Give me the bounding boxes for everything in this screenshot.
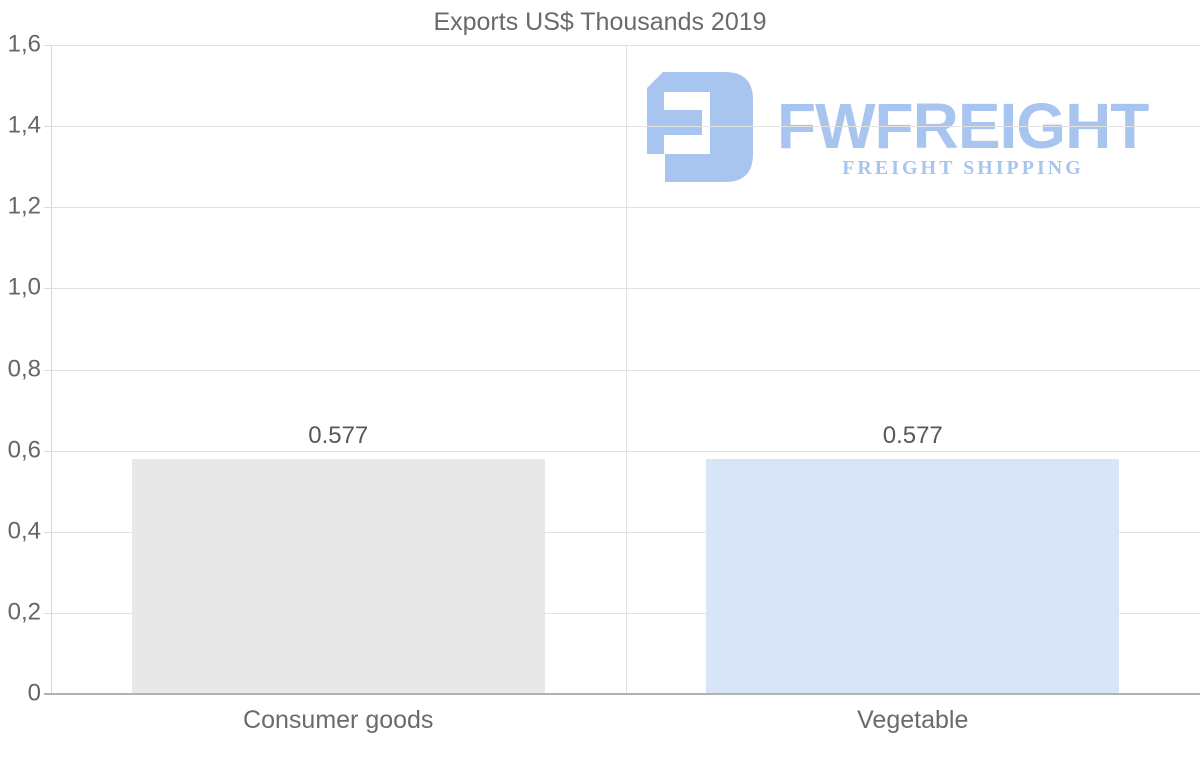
chart-title: Exports US$ Thousands 2019 — [433, 8, 767, 36]
logo-icon-cutout — [664, 92, 710, 154]
y-tick-label: 0 — [27, 679, 41, 707]
y-tick-mark — [44, 45, 51, 46]
y-tick-label: 0,2 — [7, 598, 41, 626]
y-tick-label: 1,0 — [7, 273, 41, 301]
y-tick-mark — [44, 369, 51, 371]
bar-vegetable — [706, 458, 1120, 693]
category-label: Vegetable — [857, 706, 969, 734]
y-axis-line — [51, 45, 52, 694]
y-tick-label: 0,4 — [7, 517, 41, 545]
y-tick-mark — [44, 288, 51, 290]
y-tick-mark — [44, 612, 51, 614]
y-tick-label: 0,8 — [7, 355, 41, 383]
value-label: 0.577 — [308, 421, 369, 449]
y-tick-mark — [44, 207, 51, 209]
y-tick-mark — [44, 450, 51, 452]
y-tick-label: 0,6 — [7, 436, 41, 464]
brand-watermark: FWFREIGHT FREIGHT SHIPPING — [647, 72, 1152, 187]
y-tick-mark — [44, 126, 51, 128]
v-gridline — [625, 45, 627, 694]
x-axis-line — [44, 693, 1200, 695]
y-tick-label: 1,6 — [7, 30, 41, 58]
y-tick-label: 1,2 — [7, 192, 41, 220]
y-tick-mark — [44, 531, 51, 533]
y-tick-label: 1,4 — [7, 111, 41, 139]
value-label: 0.577 — [882, 421, 943, 449]
brand-name: FWFREIGHT — [777, 90, 1149, 162]
brand-tagline: FREIGHT SHIPPING — [842, 157, 1084, 179]
bar-consumer-goods — [131, 458, 545, 693]
plot-area: 0 0,2 0,4 0,6 0,8 1,0 1,2 1,4 1,6 0.577 Consumer g… — [8, 32, 1200, 734]
category-label: Consumer goods — [243, 706, 434, 734]
